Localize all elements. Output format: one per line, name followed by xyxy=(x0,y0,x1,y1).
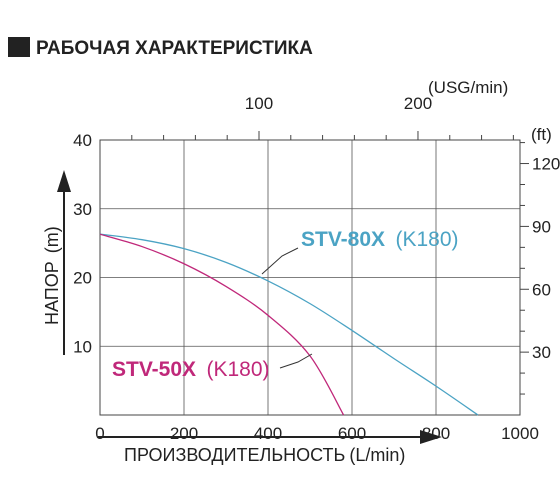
leader-line-stv80x xyxy=(261,247,299,275)
y-axis-ticks: 10 20 30 40 xyxy=(73,131,92,356)
y2-tick-label: 90 xyxy=(532,217,551,236)
x2-tick-label: 100 xyxy=(245,94,273,113)
series-group xyxy=(99,233,479,416)
x2-tick-label: 200 xyxy=(404,94,432,113)
x-axis-arrowhead xyxy=(420,430,442,444)
series-label-stv80x: STV-80X (K180) xyxy=(301,228,459,251)
x2-axis-unit: (USG/min) xyxy=(428,78,508,97)
title-marker-square xyxy=(8,37,30,57)
x-axis-label: ПРОИЗВОДИТЕЛЬНОСТЬ (L/min) xyxy=(124,445,405,465)
x-axis-label-group: ПРОИЗВОДИТЕЛЬНОСТЬ (L/min) xyxy=(98,430,442,465)
x-tick-label: 200 xyxy=(170,424,198,443)
series-label-stv50x: STV-50X (K180) xyxy=(112,358,270,381)
x-tick-label: 0 xyxy=(95,424,104,443)
chart-title: РАБОЧАЯ ХАРАКТЕРИСТИКА xyxy=(36,38,313,59)
x-tick-label: 600 xyxy=(338,424,366,443)
x-axis-ticks: 0 200 400 600 800 1000 xyxy=(95,424,539,443)
y2-tick-label: 120 xyxy=(532,155,560,174)
y-tick-label: 30 xyxy=(73,200,92,219)
y2-axis-unit: (ft) xyxy=(531,125,552,144)
series-line-stv80x xyxy=(99,233,479,416)
y-tick-label: 10 xyxy=(73,337,92,356)
y-tick-label: 40 xyxy=(73,131,92,150)
y2-tick-label: 60 xyxy=(532,280,551,299)
y-axis-label-group: НАПОР(m) xyxy=(42,170,71,355)
y2-axis-ticks: 30 60 90 120 xyxy=(532,155,560,363)
x2-axis-ticks: 100 200 xyxy=(245,94,432,113)
series-line-stv50x xyxy=(99,233,345,416)
y-axis-label: НАПОР(m) xyxy=(42,226,62,325)
y-axis-arrowhead xyxy=(57,170,71,192)
x-tick-label: 400 xyxy=(254,424,282,443)
x-tick-label: 1000 xyxy=(501,424,539,443)
y-tick-label: 20 xyxy=(73,269,92,288)
y2-tick-label: 30 xyxy=(532,343,551,362)
chart-grid xyxy=(99,131,529,416)
leader-line-stv50x xyxy=(279,353,313,369)
